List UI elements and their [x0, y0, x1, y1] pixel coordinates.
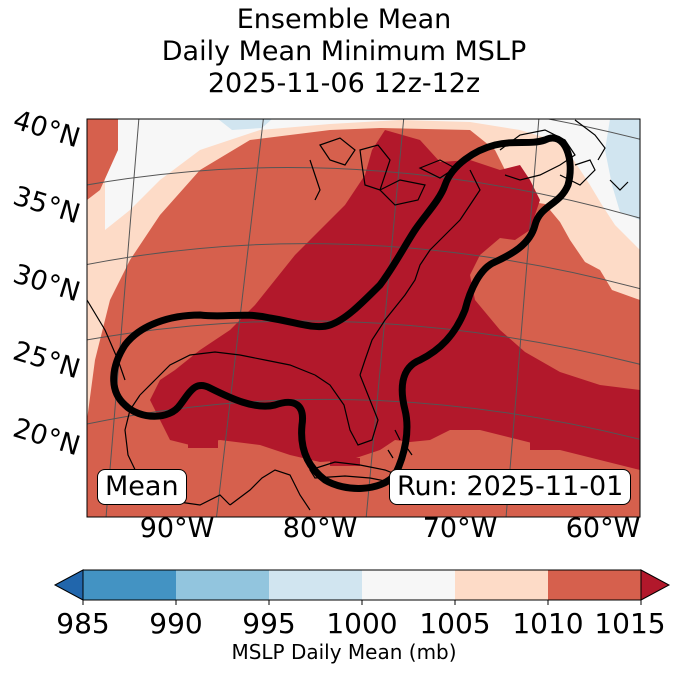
colorbar-seg-1005 — [455, 570, 548, 600]
lon-label-60: 60°W — [565, 513, 641, 544]
colorbar-extend-low — [53, 569, 84, 601]
lon-label-90: 90°W — [139, 513, 215, 544]
mean-label-box: Mean — [97, 469, 187, 505]
colorbar-tick-1015: 1015 — [594, 607, 666, 640]
title-line-1: Ensemble Mean — [236, 4, 452, 35]
colorbar-tick-985: 985 — [56, 607, 110, 640]
map-plot-area — [87, 119, 640, 517]
pressure-field-995-b — [218, 119, 272, 130]
lon-label-80: 80°W — [282, 513, 358, 544]
colorbar-seg-990 — [176, 570, 269, 600]
colorbar-label: MSLP Daily Mean (mb) — [231, 640, 457, 664]
title-line-2: Daily Mean Minimum MSLP — [161, 36, 527, 67]
pressure-field-1015 — [150, 130, 640, 470]
pressure-field-1000 — [105, 119, 640, 250]
run-date-box: Run: 2025-11-01 — [389, 469, 632, 505]
map-frame — [86, 118, 641, 518]
colorbar-tick-1010: 1010 — [512, 607, 584, 640]
colorbar-seg-1010 — [548, 570, 641, 600]
colorbar-seg-995 — [269, 570, 362, 600]
mslp-contour — [110, 134, 574, 492]
colorbar-tick-990: 990 — [149, 607, 203, 640]
colorbar-tick-995: 995 — [242, 607, 296, 640]
lon-label-70: 70°W — [422, 513, 498, 544]
pressure-field-nw — [87, 119, 118, 200]
pressure-field-995-a — [605, 119, 640, 220]
colorbar — [53, 569, 671, 605]
colorbar-seg-985 — [83, 570, 176, 600]
pressure-field-steps — [188, 250, 570, 466]
colorbar-tick-1005: 1005 — [419, 607, 491, 640]
colorbar-tick-1000: 1000 — [326, 607, 398, 640]
chart-title: Ensemble Mean Daily Mean Minimum MSLP 20… — [0, 4, 688, 100]
title-line-3: 2025-11-06 12z-12z — [207, 68, 481, 99]
coastlines — [87, 119, 629, 511]
colorbar-seg-1000 — [362, 570, 455, 600]
colorbar-extend-high — [640, 569, 671, 601]
